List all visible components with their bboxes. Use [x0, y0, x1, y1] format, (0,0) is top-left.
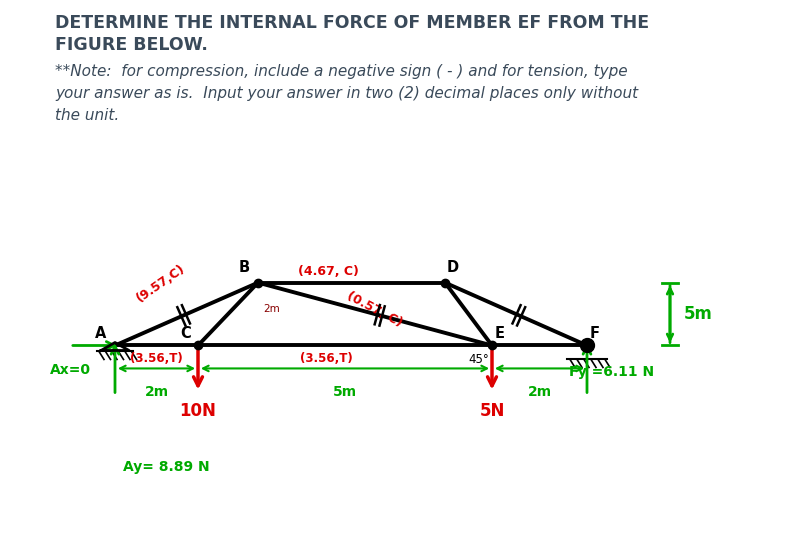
- Text: (3.56,T): (3.56,T): [130, 352, 182, 366]
- Text: (4.67, C): (4.67, C): [298, 265, 359, 278]
- Text: (9.57,C): (9.57,C): [134, 262, 188, 305]
- Text: 2m: 2m: [263, 304, 280, 314]
- Text: 5m: 5m: [684, 305, 713, 323]
- Text: Fy =6.11 N: Fy =6.11 N: [569, 366, 654, 380]
- Text: C: C: [181, 325, 191, 340]
- Text: **Note:  for compression, include a negative sign ( - ) and for tension, type: **Note: for compression, include a negat…: [55, 64, 628, 79]
- Text: DETERMINE THE INTERNAL FORCE OF MEMBER EF FROM THE: DETERMINE THE INTERNAL FORCE OF MEMBER E…: [55, 14, 649, 32]
- Text: (0.57, C): (0.57, C): [345, 290, 405, 330]
- Text: the unit.: the unit.: [55, 108, 119, 123]
- Text: Ax=0: Ax=0: [50, 363, 91, 377]
- Text: B: B: [238, 260, 250, 274]
- Text: A: A: [95, 325, 106, 340]
- Text: your answer as is.  Input your answer in two (2) decimal places only without: your answer as is. Input your answer in …: [55, 86, 638, 101]
- Text: 2m: 2m: [527, 385, 551, 399]
- Text: 5m: 5m: [333, 385, 357, 399]
- Text: 45°: 45°: [468, 353, 489, 366]
- Text: 10N: 10N: [179, 403, 217, 421]
- Text: F: F: [590, 325, 600, 340]
- Text: 2m: 2m: [145, 385, 169, 399]
- Text: Ay= 8.89 N: Ay= 8.89 N: [123, 460, 210, 474]
- Text: (3.56,T): (3.56,T): [300, 352, 353, 366]
- Text: FIGURE BELOW.: FIGURE BELOW.: [55, 36, 208, 54]
- Text: D: D: [447, 260, 459, 274]
- Text: E: E: [495, 325, 505, 340]
- Text: 5N: 5N: [479, 403, 505, 421]
